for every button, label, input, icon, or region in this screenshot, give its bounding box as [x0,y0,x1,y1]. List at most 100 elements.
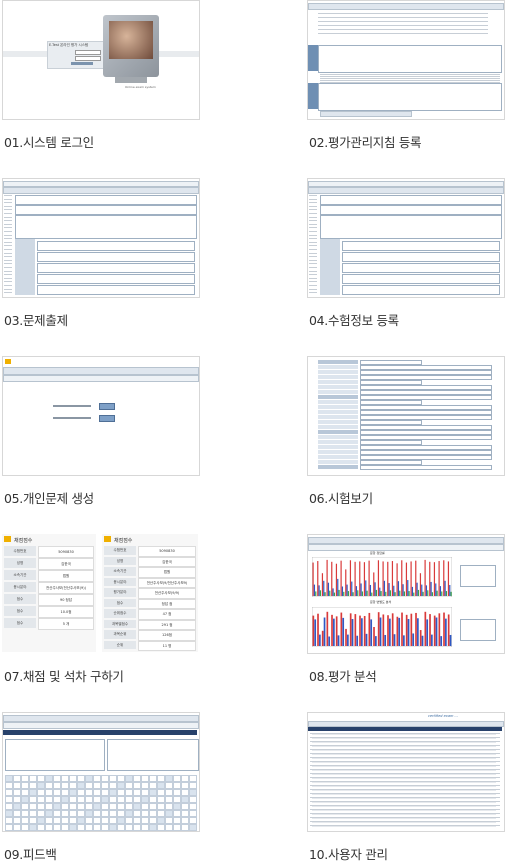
chart-bar [401,560,403,596]
score-field-label: 점수 [4,606,36,616]
chart-bar [397,581,400,596]
chart-bar [314,619,317,646]
chart-bar [382,561,384,596]
chart-bar [419,573,422,596]
chart-bar [427,590,429,596]
score-field-value: 5090830 [138,546,196,557]
chart-bar [429,614,431,646]
score-field-label: 점수 [4,618,36,628]
exam-screenshot [307,356,505,476]
chart-bar [317,561,319,596]
chart-bar [417,618,419,646]
chart-bar [383,580,386,596]
chart-bar [323,617,326,646]
chart-bar [402,584,404,596]
option-field [37,252,195,262]
chart-bar [368,612,371,646]
chart-bar [374,582,376,596]
confirm-button[interactable] [99,415,115,422]
score-field-label: 응시분야 [104,577,136,586]
chart-bar [440,636,443,646]
score-field-value: 법원 [38,570,94,582]
chart-bar [317,613,319,646]
score-field-label: 과목순위 [104,630,136,639]
chart-bar [426,619,429,646]
chart-bar [379,587,381,596]
score-field-label: 성명 [104,556,136,565]
chart-bar [396,563,398,596]
score-field-label: 순위 [104,640,136,649]
caption-04: 04.수험정보 등록 [309,313,399,328]
option-field [342,285,500,295]
chart-bar [403,635,405,646]
chart-bar [379,617,382,646]
question-header [320,195,502,205]
option-field [37,285,195,295]
chart-bar [340,612,343,646]
chart-bar [359,561,361,596]
chart-bar [439,586,442,596]
login-password-input[interactable] [75,56,101,61]
chart-bar [338,589,340,596]
chart-bar [388,583,390,596]
chart-bar [327,582,330,596]
chart-bar [332,588,334,596]
chart-bar [365,633,368,646]
chart-bar [315,591,317,596]
chart-bar [349,560,352,596]
chart-bar [342,617,345,646]
chart-bar [421,584,423,596]
chart-bar [324,592,326,596]
chart-bar [318,585,320,596]
score-field-label: 점수 [104,598,136,607]
score-field-value: 전산주사보(전산주사보(9)) [38,582,94,594]
chart-bar [424,559,426,596]
chart-bar [449,634,452,646]
chart-bar [373,572,375,596]
chart-bar [438,613,441,646]
login-screenshot: E-Test 온라인 평가 시스템 Online exam system [2,0,200,120]
score-field-label: 수험번호 [4,546,36,556]
login-id-input[interactable] [75,50,101,55]
chart-bar [323,580,325,596]
chart-bar [345,569,347,596]
chart-bar [326,611,329,646]
chart-bar [435,617,438,646]
chart-bar [361,591,364,596]
score-field-value: 김한국 [138,556,196,567]
chart-bar [405,562,408,596]
chart-bar [331,561,333,596]
chart-bar [389,618,391,646]
chart-bar [359,615,361,646]
chart-bar [401,612,403,646]
option-field [37,263,195,273]
chart-bar [396,616,399,646]
chart-bar [433,562,436,596]
chart-bar [351,581,353,596]
score-field-value: 126점 [138,630,196,641]
generate-button[interactable] [99,403,115,410]
option-field [37,241,195,251]
chart-bar [328,636,331,646]
analysis-screenshot: 문항 정답률 문항 변별도 분석 [307,534,505,654]
chart-bar [347,634,349,646]
chart-bar [413,592,415,596]
guideline-textarea-2 [318,83,502,111]
login-button[interactable] [71,62,93,65]
score-field-value: 90 정답 [38,594,94,606]
chart-bar [430,581,432,596]
option-field [342,274,500,284]
caption-07: 07.채점 및 석차 구하기 [4,669,124,684]
chart-bar [355,586,358,596]
chart-bar [340,560,342,596]
chart-discrimination [312,607,452,647]
chart-bar [431,634,433,646]
chart-bar [335,563,338,596]
chart-bar [441,591,443,596]
chart-correct-rate [312,557,452,597]
question-body [15,215,197,239]
chart-bar [389,590,392,596]
chart-bar [443,612,445,646]
chart-bar [347,591,350,596]
login-title: E-Test 온라인 평가 시스템 [49,43,89,47]
